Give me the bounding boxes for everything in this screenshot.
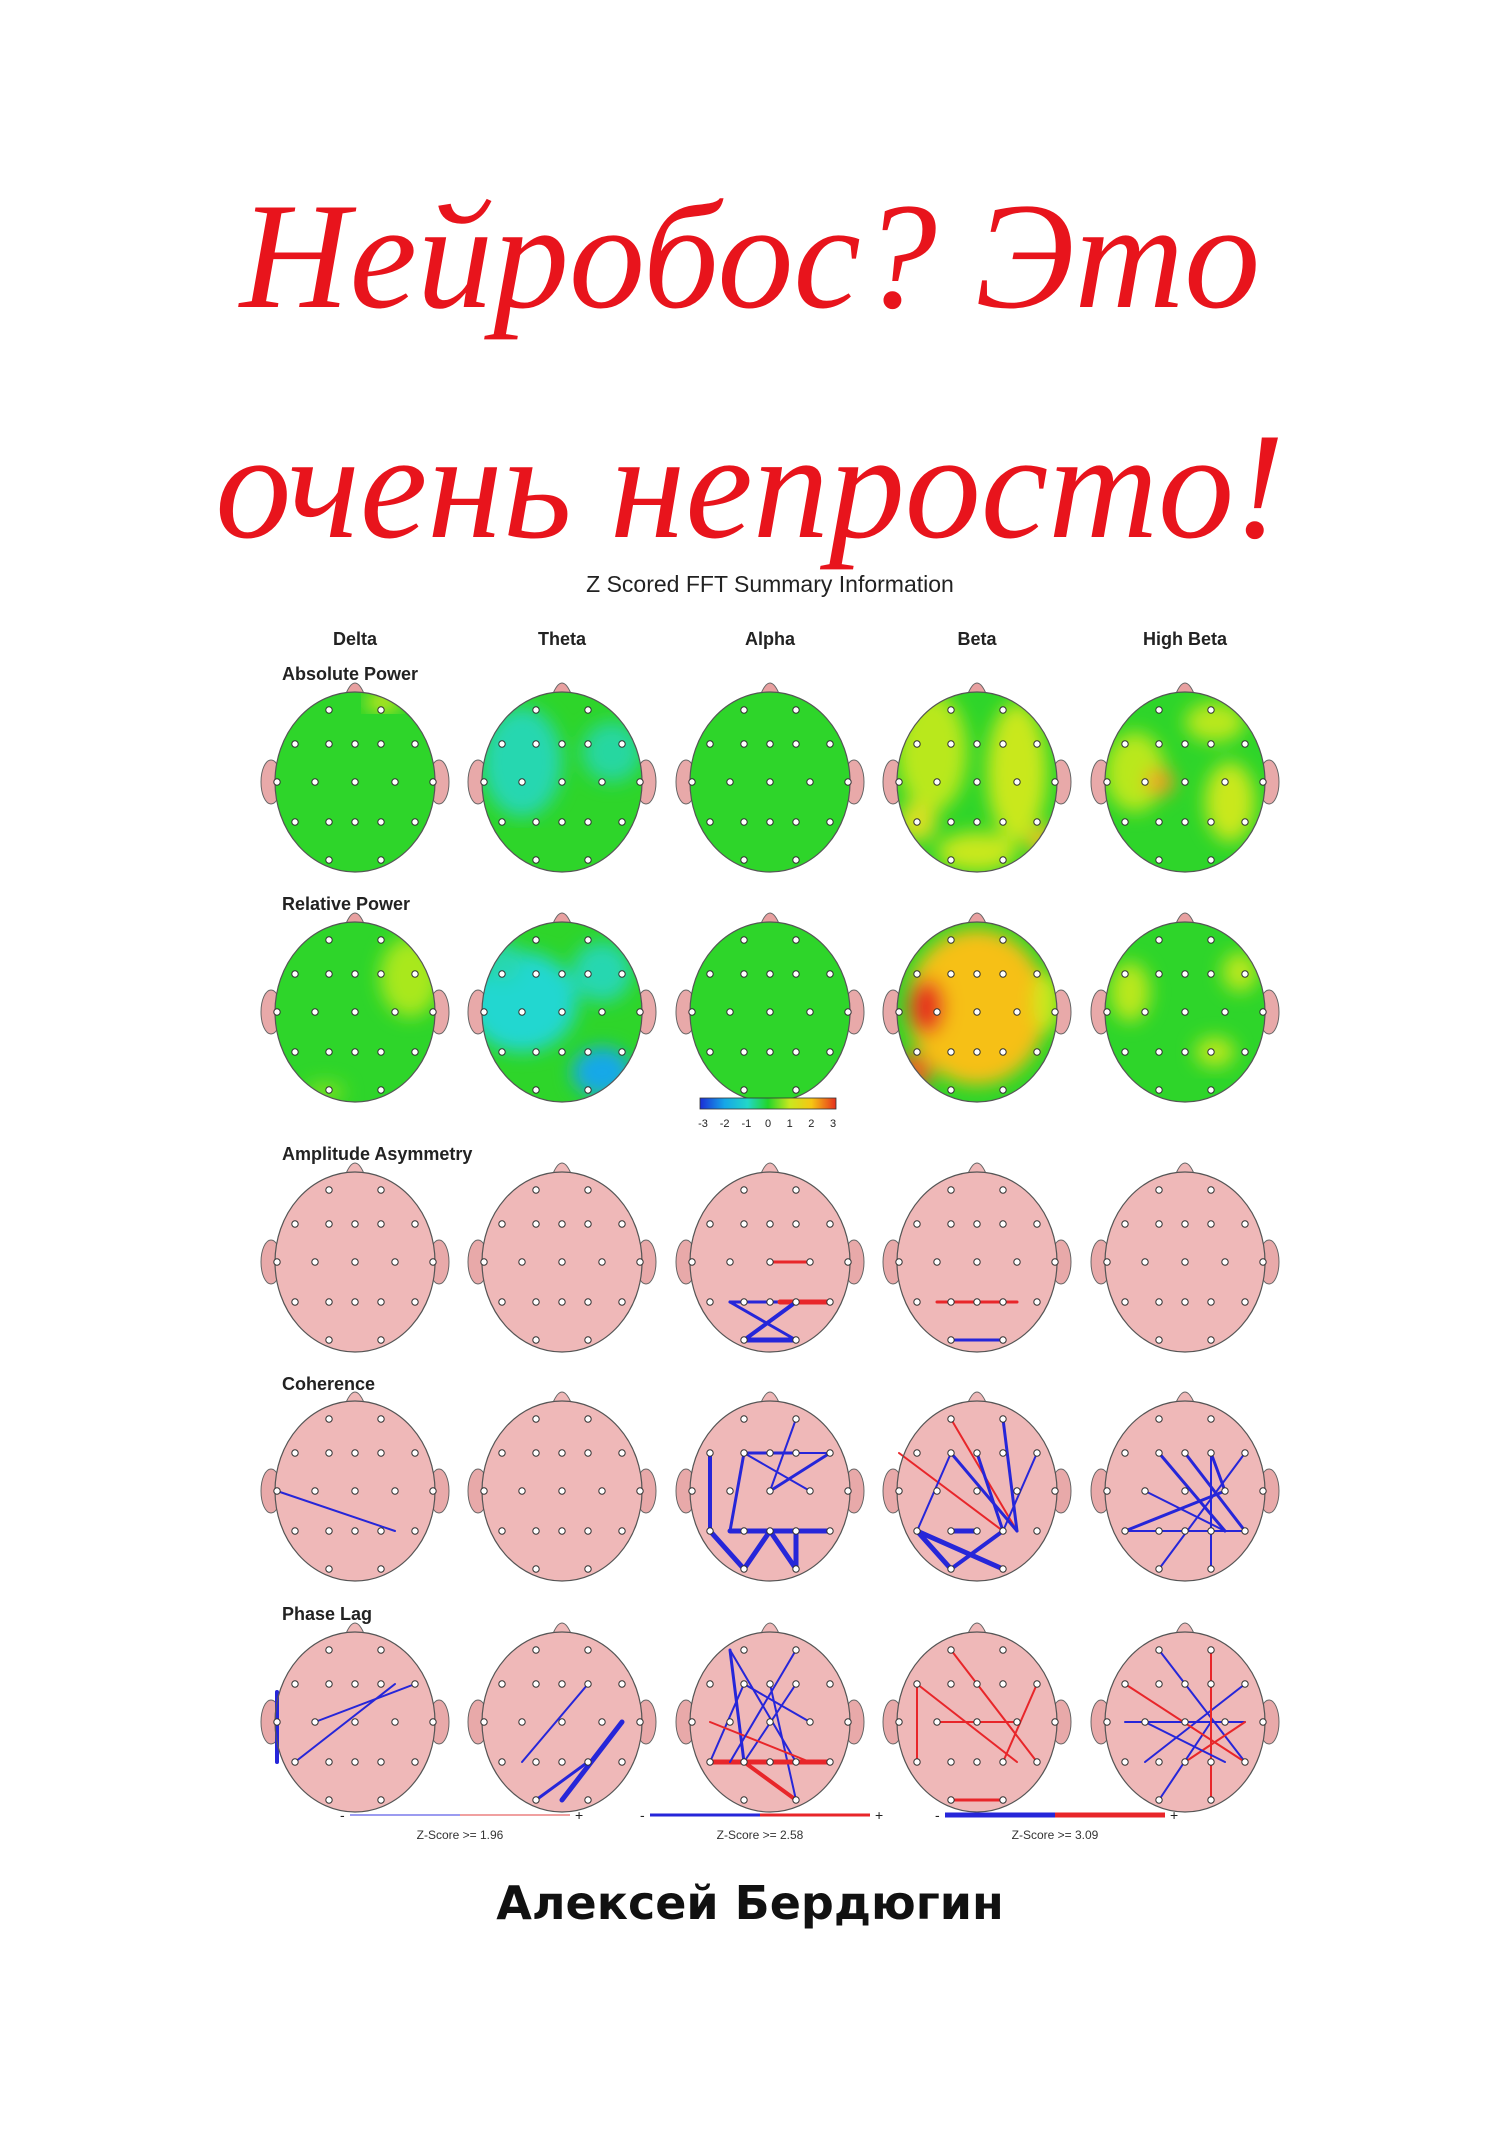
scale-tick: 1 [787, 1118, 793, 1130]
legend-plus: + [875, 1807, 883, 1823]
scale-tick: -1 [741, 1118, 751, 1130]
head-map-2-4 [1090, 1162, 1280, 1353]
book-title-line-2: очень непросто! [215, 402, 1285, 570]
scale-tick: 2 [808, 1118, 814, 1130]
head-map-1-2 [675, 912, 865, 1103]
head-map-2-1 [467, 1162, 657, 1353]
row-label: Coherence [282, 1374, 375, 1394]
legend-minus: - [640, 1807, 645, 1823]
legend-minus: - [340, 1807, 345, 1823]
head-map-1-0 [260, 912, 450, 1103]
head-map-0-4 [1090, 682, 1280, 873]
legend-plus: + [575, 1807, 583, 1823]
band-label: Beta [957, 629, 997, 649]
head-map-4-0 [260, 1622, 450, 1813]
z-score-legend: - + Z-Score >= 1.96 [340, 1807, 583, 1842]
band-label: Theta [538, 629, 587, 649]
head-map-2-0 [260, 1162, 450, 1353]
band-label: Delta [333, 629, 378, 649]
head-map-4-3 [882, 1622, 1072, 1813]
head-map-3-4 [1090, 1391, 1280, 1582]
head-map-1-3 [882, 912, 1072, 1103]
head-map-0-0 [260, 682, 450, 873]
z-color-scale [699, 1097, 837, 1110]
head-map-3-0 [260, 1391, 450, 1582]
legend-label: Z-Score >= 3.09 [1012, 1828, 1099, 1842]
row-label: Amplitude Asymmetry [282, 1144, 472, 1164]
figure-title: Z Scored FFT Summary Information [586, 571, 954, 597]
author-name: Алексей Бердюгин [496, 1876, 1004, 1930]
head-map-4-4 [1090, 1622, 1280, 1813]
scale-tick: -3 [698, 1118, 708, 1130]
z-score-legend: - + Z-Score >= 3.09 [935, 1807, 1178, 1842]
book-title-line-1: Нейробос? Это [239, 172, 1261, 340]
legend-label: Z-Score >= 2.58 [717, 1828, 804, 1842]
row-label: Phase Lag [282, 1604, 372, 1624]
head-map-3-3 [882, 1391, 1072, 1582]
head-map-3-2 [675, 1391, 865, 1582]
head-map-0-3 [882, 682, 1072, 873]
legend-plus: + [1170, 1807, 1178, 1823]
scale-tick: 0 [765, 1118, 771, 1130]
head-map-1-4 [1090, 912, 1280, 1103]
head-map-4-1 [467, 1622, 657, 1813]
row-label: Relative Power [282, 894, 410, 914]
head-map-0-2 [675, 682, 865, 873]
head-map-2-3 [882, 1162, 1072, 1353]
head-map-4-2 [675, 1622, 865, 1813]
legend-minus: - [935, 1807, 940, 1823]
z-score-legend: - + Z-Score >= 2.58 [640, 1807, 883, 1842]
head-map-3-1 [467, 1391, 657, 1582]
head-map-0-1 [467, 682, 657, 873]
scale-tick: -2 [720, 1118, 730, 1130]
legend-label: Z-Score >= 1.96 [417, 1828, 504, 1842]
head-map-2-2 [675, 1162, 865, 1353]
head-map-1-1 [467, 912, 657, 1103]
row-label: Absolute Power [282, 664, 418, 684]
scale-tick: 3 [830, 1118, 836, 1130]
band-label: High Beta [1143, 629, 1228, 649]
band-label: Alpha [745, 629, 796, 649]
